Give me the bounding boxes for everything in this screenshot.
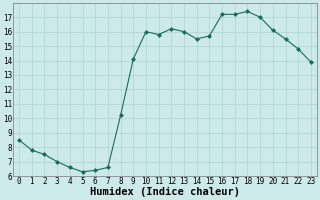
X-axis label: Humidex (Indice chaleur): Humidex (Indice chaleur) [90, 187, 240, 197]
